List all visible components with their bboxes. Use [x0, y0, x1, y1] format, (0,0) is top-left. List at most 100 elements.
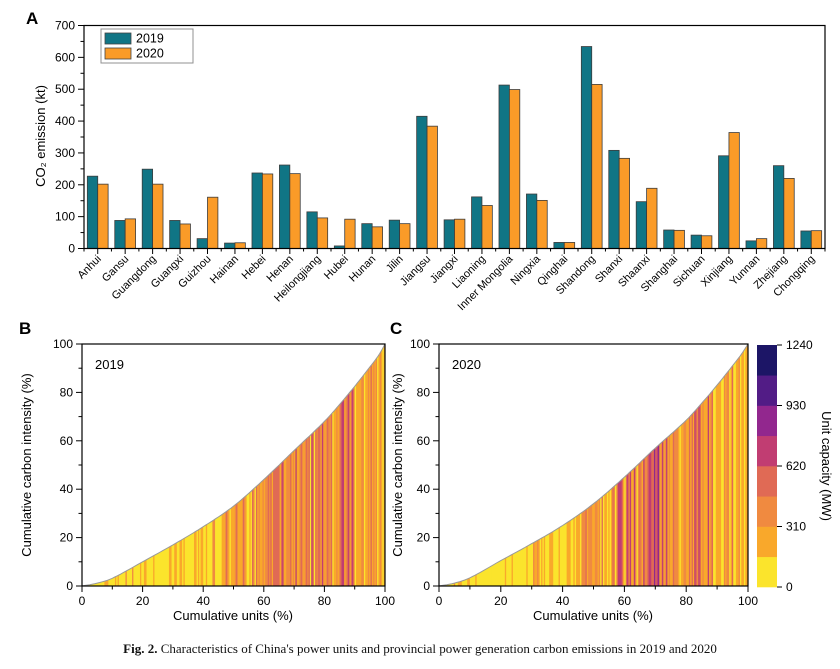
capacity-strip [558, 527, 561, 586]
capacity-strip [490, 566, 492, 586]
capacity-strip [699, 404, 702, 586]
capacity-strip [192, 532, 195, 586]
capacity-strip [722, 377, 725, 586]
capacity-strip [238, 501, 241, 586]
capacity-strip [596, 501, 598, 586]
capacity-strip [535, 540, 538, 586]
capacity-strip [197, 529, 200, 586]
capacity-strip [668, 435, 671, 586]
capacity-strip [103, 581, 105, 586]
capacity-strip [136, 565, 138, 586]
capacity-strip [246, 494, 249, 586]
x-tick-label: 40 [197, 594, 211, 608]
capacity-strip [353, 387, 356, 586]
capacity-strip [730, 367, 733, 586]
y-tick-label: 80 [60, 385, 74, 399]
capacity-strip [288, 454, 291, 586]
capacity-strip [363, 373, 366, 586]
capacity-strip [149, 557, 151, 586]
capacity-strip [295, 448, 298, 586]
capacity-strip [565, 523, 568, 586]
capacity-strip [537, 540, 539, 586]
capacity-strip [464, 579, 467, 586]
bar-2019 [553, 242, 565, 249]
capacity-strip [320, 424, 323, 586]
capacity-strip [570, 519, 573, 586]
bar-2019 [773, 165, 785, 249]
panel-a-label: A [26, 9, 38, 28]
legend-label-2020: 2020 [136, 47, 164, 61]
capacity-strip [581, 512, 584, 586]
capacity-strip [698, 406, 701, 586]
capacity-strip [652, 449, 655, 586]
capacity-strip [114, 576, 117, 586]
capacity-strip [636, 465, 639, 586]
capacity-strip [617, 482, 620, 586]
capacity-strip [116, 576, 118, 586]
bar-2020 [179, 223, 191, 249]
capacity-strip [219, 516, 221, 586]
capacity-strip [261, 481, 263, 586]
capacity-strip [469, 577, 472, 586]
capacity-strip [605, 493, 608, 586]
capacity-strip [688, 416, 691, 586]
panel-b-y-axis-title: Cumulative carbon intensity (%) [19, 373, 34, 557]
capacity-strip [475, 574, 478, 586]
capacity-strip [139, 562, 142, 586]
bar-2019 [718, 155, 730, 249]
capacity-strip [109, 579, 112, 586]
capacity-strip [230, 507, 233, 586]
capacity-strip [547, 534, 550, 586]
capacity-strip [186, 536, 188, 586]
legend-swatch-2020 [104, 47, 132, 60]
capacity-strip [585, 509, 588, 586]
capacity-strip [742, 351, 745, 586]
capacity-strip [245, 495, 248, 586]
y-tick-label: 60 [60, 434, 74, 448]
colorbar-tick-label: 1240 [786, 338, 813, 352]
capacity-strip [647, 454, 649, 586]
capacity-strip [578, 514, 581, 586]
capacity-strip [121, 573, 124, 586]
capacity-strip [191, 533, 194, 586]
capacity-strip [519, 549, 522, 586]
capacity-strip [687, 418, 690, 586]
capacity-strip [675, 429, 678, 586]
capacity-strip [574, 517, 577, 586]
capacity-strip [553, 530, 555, 586]
capacity-strip [739, 355, 742, 586]
capacity-strip [615, 484, 617, 586]
capacity-strip [713, 389, 715, 586]
bar-2019 [443, 219, 455, 249]
capacity-strip [648, 453, 651, 586]
y-tick-label: 100 [53, 337, 73, 351]
capacity-strip [651, 451, 654, 586]
capacity-strip [228, 509, 230, 586]
capacity-strip [130, 568, 133, 586]
x-tick-label: 0 [436, 594, 443, 608]
colorbar-segment [757, 435, 777, 467]
capacity-strip [138, 563, 141, 586]
capacity-strip [224, 512, 226, 586]
capacity-strip [350, 390, 353, 586]
capacity-strip [620, 480, 623, 586]
capacity-strip [589, 506, 592, 586]
capacity-strip [311, 433, 313, 586]
capacity-strip [550, 532, 553, 586]
y-tick-label: 100 [410, 337, 430, 351]
capacity-strip [237, 502, 240, 586]
capacity-strip [448, 584, 451, 586]
capacity-strip [741, 353, 744, 586]
capacity-strip [569, 520, 572, 586]
capacity-strip [671, 433, 674, 586]
capacity-strip [283, 460, 286, 586]
capacity-strip [463, 580, 465, 586]
capacity-strip [635, 466, 637, 586]
capacity-strip [96, 583, 99, 586]
capacity-strip [504, 558, 507, 586]
y-tick-label: 200 [55, 178, 75, 192]
capacity-strip [572, 518, 574, 586]
capacity-strip [679, 425, 682, 586]
capacity-strip [212, 520, 215, 586]
bar-2019 [169, 220, 181, 249]
